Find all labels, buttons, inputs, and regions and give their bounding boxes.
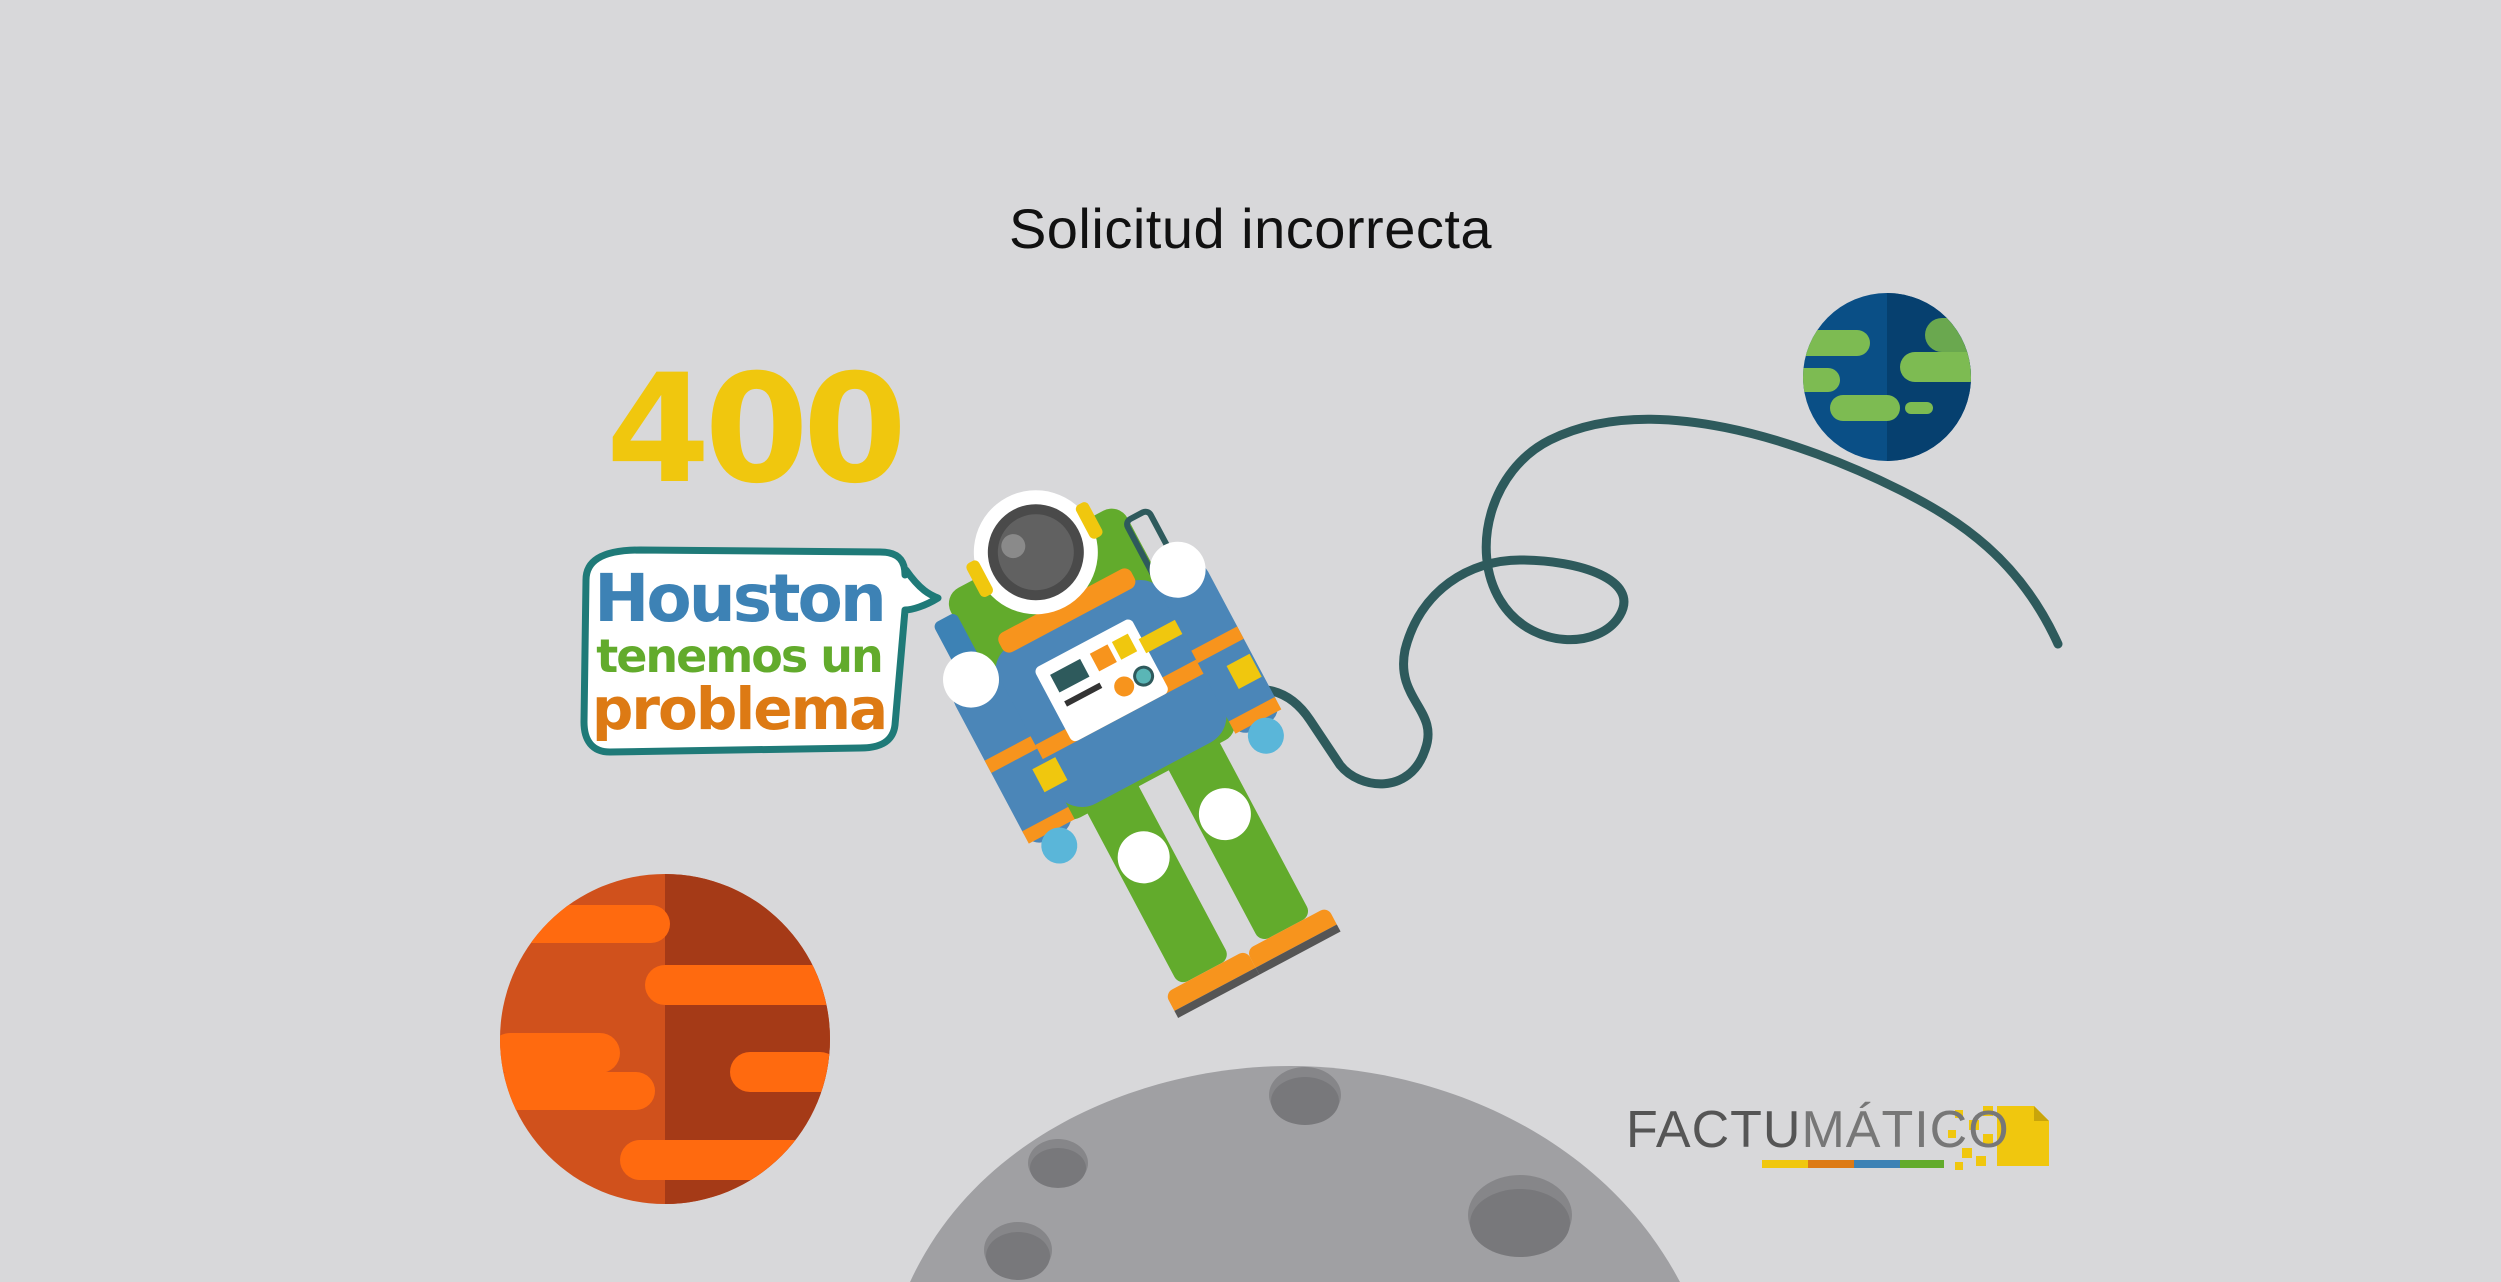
planet-earth-icon (1803, 293, 1971, 461)
logo-text-part2: MÁTICO (1801, 1101, 2010, 1159)
error-code: 400 (606, 343, 907, 517)
factumatico-logo-icon (1762, 1106, 2049, 1170)
bubble-line-problema: problema (591, 675, 888, 743)
speech-bubble-icon (580, 546, 942, 756)
bubble-line-houston: Houston (594, 560, 887, 637)
logo-text-part1: FACTU (1626, 1101, 1802, 1159)
planet-mars-icon (500, 874, 830, 1204)
bubble-line-tenemos: tenemos un (596, 629, 884, 683)
astronaut-icon (934, 490, 1341, 1018)
tether-icon (1220, 414, 2063, 789)
page-title: Solicitud incorrecta (1008, 197, 1493, 260)
moon-icon (910, 1066, 1680, 1282)
factumatico-logo: FACTUMÁTICO (1626, 1104, 2010, 1156)
